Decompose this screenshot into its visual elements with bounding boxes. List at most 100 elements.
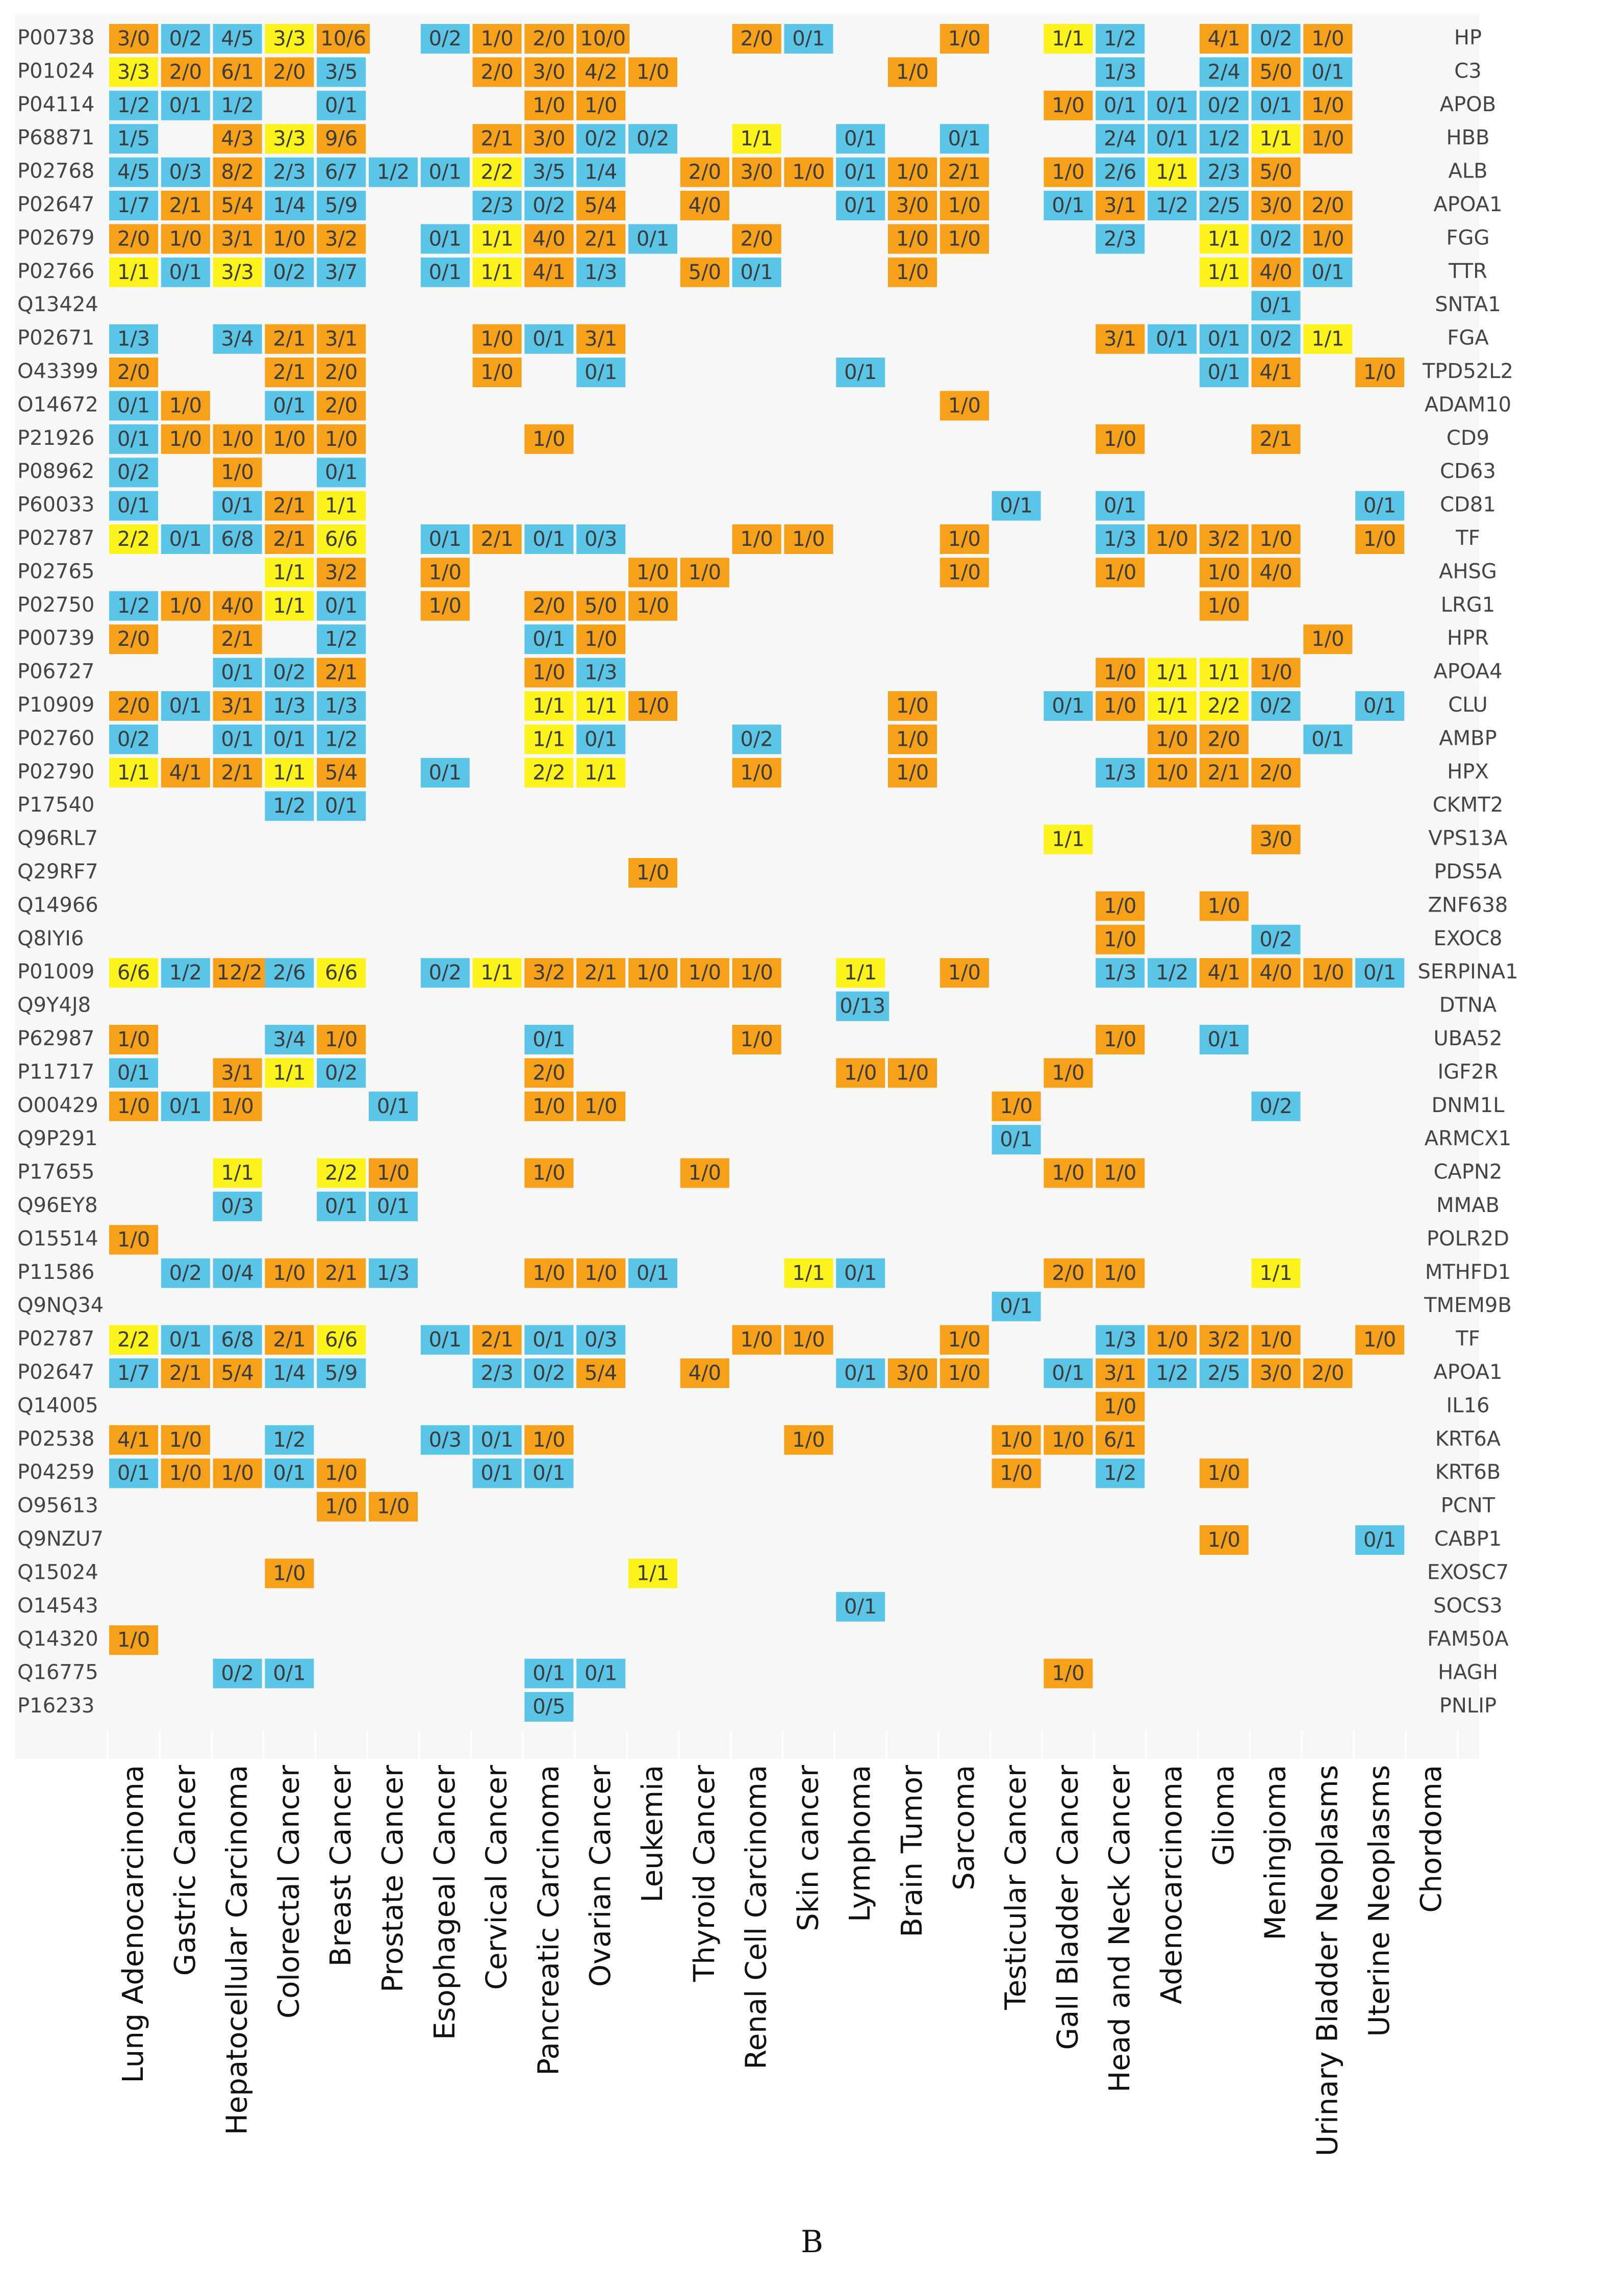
cell-value-label: 9/6 (325, 127, 358, 150)
heatmap-cell (213, 1192, 262, 1221)
cell-value-label: 1/3 (1104, 527, 1136, 551)
cell-value-label: 0/1 (1104, 494, 1136, 518)
heatmap-cell (265, 591, 314, 621)
heatmap-cell (1251, 24, 1301, 54)
heatmap-cell (420, 1325, 470, 1355)
cell-value-label: 3/0 (1259, 828, 1292, 851)
cell-value-label: 1/0 (1104, 1028, 1136, 1051)
heatmap-cell (213, 591, 262, 621)
heatmap-cell (524, 90, 574, 120)
heatmap-cell (524, 524, 574, 554)
heatmap-cell (1303, 324, 1353, 354)
cell-value-label: 0/3 (585, 1328, 617, 1352)
cell-value-label: 1/1 (1156, 161, 1188, 184)
column-label: Testicular Cancer (1000, 1764, 1033, 2010)
cell-value-label: 2/3 (273, 161, 306, 184)
heatmap-cell (213, 758, 262, 788)
cell-value-label: 2/1 (273, 327, 306, 351)
cell-value-label: 1/1 (1311, 327, 1344, 351)
cell-value-label: 4/1 (1208, 961, 1240, 985)
cell-value-label: 1/0 (896, 261, 929, 284)
cell-value-label: 1/0 (169, 1428, 202, 1452)
protein-id-label: P02750 (17, 593, 94, 617)
heatmap-cell (628, 958, 677, 988)
protein-id-label: P02766 (17, 260, 94, 283)
cell-value-label: 1/1 (637, 1561, 669, 1585)
heatmap-cell (1199, 558, 1249, 588)
heatmap-cell (1148, 958, 1197, 988)
heatmap-cell (213, 1158, 262, 1188)
heatmap-cell (1251, 358, 1301, 387)
cell-value-label: 0/1 (429, 161, 462, 184)
heatmap-cell (1096, 1358, 1145, 1388)
heatmap-cell (732, 24, 781, 54)
protein-id-label: P02765 (17, 560, 94, 583)
heatmap-cell (576, 57, 626, 87)
cell-value-label: 1/0 (532, 1162, 565, 1185)
heatmap-cell (317, 1325, 366, 1355)
heatmap-cell (1303, 724, 1353, 754)
gene-label: CLU (1448, 693, 1488, 717)
cell-value-label: 0/1 (169, 94, 202, 117)
cell-value-label: 2/0 (273, 60, 306, 84)
heatmap-cell (420, 958, 470, 988)
heatmap-cell (836, 991, 890, 1021)
heatmap-cell (732, 1325, 781, 1355)
cell-value-label: 1/0 (221, 1095, 253, 1118)
heatmap-cell (161, 1425, 210, 1455)
cell-value-label: 0/1 (117, 1461, 150, 1485)
cell-value-label: 2/0 (1311, 1362, 1344, 1385)
heatmap-cell (265, 791, 314, 821)
heatmap-cell (109, 57, 158, 87)
cell-value-label: 1/0 (1104, 928, 1136, 951)
heatmap-cell (317, 224, 366, 254)
heatmap-cell (265, 157, 314, 187)
cell-value-label: 4/1 (1259, 361, 1292, 384)
gene-label: APOB (1440, 93, 1496, 116)
cell-value-label: 1/0 (377, 1495, 410, 1519)
heatmap-cell (161, 1091, 210, 1121)
protein-id-label: Q29RF7 (17, 860, 98, 884)
cell-value-label: 3/0 (1259, 1362, 1292, 1385)
heatmap-cell (1148, 124, 1197, 154)
cell-value-label: 1/0 (948, 1328, 981, 1352)
heatmap-cell (524, 57, 574, 87)
heatmap-cell (109, 324, 158, 354)
heatmap-cell (1251, 958, 1301, 988)
heatmap-cell (265, 1258, 314, 1288)
heatmap-cell (109, 1358, 158, 1388)
heatmap-cell (161, 758, 210, 788)
cell-value-label: 1/0 (792, 161, 825, 184)
heatmap-cell (576, 1325, 626, 1355)
cell-value-label: 3/3 (273, 27, 306, 51)
heatmap-cell (109, 191, 158, 220)
cell-value-label: 0/1 (377, 1195, 410, 1218)
cell-value-label: 12/2 (217, 961, 263, 985)
heatmap-cell (628, 691, 677, 721)
cell-value-label: 0/1 (532, 627, 565, 651)
cell-value-label: 3/7 (325, 261, 358, 284)
heatmap-cell (1096, 1158, 1145, 1188)
cell-value-label: 1/2 (221, 94, 253, 117)
protein-id-label: P06727 (17, 660, 94, 684)
column-label: Leukemia (636, 1765, 669, 1902)
cell-value-label: 2/0 (689, 161, 721, 184)
cell-value-label: 1/0 (1104, 1262, 1136, 1285)
cell-value-label: 0/1 (1052, 694, 1084, 718)
heatmap-cell (628, 1258, 677, 1288)
cell-value-label: 0/1 (585, 727, 617, 751)
protein-id-label: O15514 (17, 1227, 98, 1250)
cell-value-label: 5/4 (585, 1362, 617, 1385)
heatmap-cell (265, 1325, 314, 1355)
heatmap-cell (472, 57, 522, 87)
heatmap-cell (317, 658, 366, 688)
column-label: Chordoma (1415, 1765, 1448, 1913)
heatmap-cell (576, 358, 626, 387)
gene-label: ADAM10 (1425, 393, 1511, 416)
cell-value-label: 1/1 (1208, 661, 1240, 685)
column-label: Gall Bladder Cancer (1051, 1764, 1084, 2050)
cell-value-label: 1/0 (1052, 1061, 1084, 1085)
cell-value-label: 1/1 (325, 494, 358, 518)
heatmap-cell (317, 1158, 366, 1188)
heatmap-cell (940, 1358, 989, 1388)
